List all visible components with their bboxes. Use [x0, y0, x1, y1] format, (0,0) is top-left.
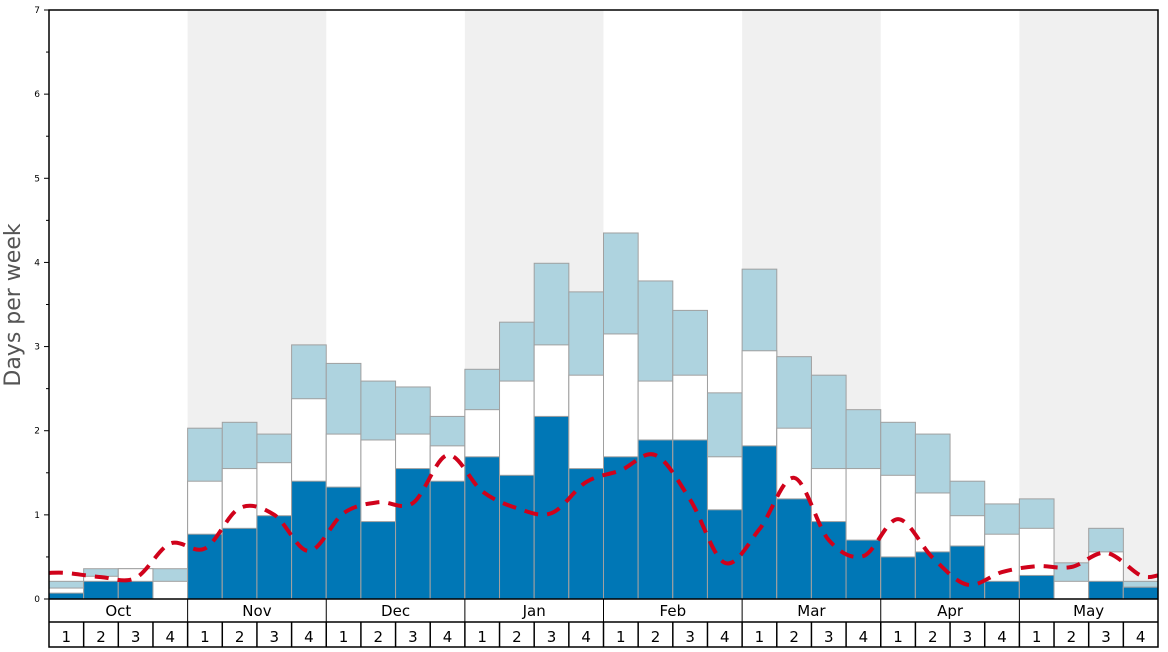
month-label-dec: Dec — [381, 602, 410, 620]
week-label: 4 — [581, 628, 591, 646]
week-label: 3 — [547, 628, 557, 646]
bar-dark-22 — [811, 522, 846, 599]
bar-dark-18 — [673, 440, 708, 599]
bar-dark-21 — [777, 499, 812, 599]
week-label: 2 — [373, 628, 383, 646]
bar-dark-10 — [396, 469, 431, 599]
month-label-nov: Nov — [242, 602, 271, 620]
week-label: 4 — [443, 628, 453, 646]
week-label: 4 — [1136, 628, 1146, 646]
bar-dark-8 — [326, 487, 361, 599]
week-label: 2 — [789, 628, 799, 646]
bar-dark-2 — [118, 581, 153, 599]
week-label: 4 — [720, 628, 730, 646]
week-label: 4 — [997, 628, 1007, 646]
bar-dark-20 — [742, 446, 777, 599]
week-label: 3 — [963, 628, 973, 646]
week-label: 2 — [512, 628, 522, 646]
bar-dark-5 — [222, 528, 257, 599]
bar-middle-29 — [1054, 581, 1089, 599]
bar-dark-27 — [985, 581, 1020, 599]
bar-dark-31 — [1123, 587, 1158, 599]
y-tick-label: 4 — [34, 258, 40, 268]
week-label: 2 — [96, 628, 106, 646]
bar-dark-28 — [1019, 575, 1054, 599]
bar-dark-14 — [534, 416, 569, 599]
week-label: 2 — [651, 628, 661, 646]
week-label: 1 — [62, 628, 72, 646]
week-label: 3 — [269, 628, 279, 646]
month-label-oct: Oct — [105, 602, 131, 620]
y-tick-label: 0 — [34, 595, 40, 605]
week-label: 4 — [859, 628, 869, 646]
week-label: 1 — [755, 628, 765, 646]
bar-dark-23 — [846, 540, 881, 599]
week-label: 1 — [477, 628, 487, 646]
bar-dark-30 — [1089, 581, 1124, 599]
month-label-mar: Mar — [797, 602, 826, 620]
bar-dark-4 — [188, 534, 223, 599]
week-label: 4 — [166, 628, 176, 646]
y-tick-label: 3 — [34, 343, 40, 353]
y-axis-label: Days per week — [1, 223, 26, 386]
week-label: 2 — [928, 628, 938, 646]
week-label: 1 — [616, 628, 626, 646]
bar-dark-1 — [84, 581, 119, 599]
y-tick-label: 7 — [34, 6, 40, 16]
week-label: 1 — [893, 628, 903, 646]
bar-dark-9 — [361, 522, 396, 599]
week-label: 3 — [824, 628, 834, 646]
week-label: 3 — [131, 628, 141, 646]
y-tick-label: 1 — [34, 511, 40, 521]
week-label: 2 — [235, 628, 245, 646]
week-label: 3 — [685, 628, 695, 646]
bar-dark-19 — [707, 510, 742, 599]
bar-dark-26 — [950, 546, 985, 599]
week-label: 1 — [339, 628, 349, 646]
week-label: 2 — [1067, 628, 1077, 646]
week-label: 3 — [1101, 628, 1111, 646]
bar-dark-16 — [604, 457, 639, 599]
bar-dark-0 — [49, 593, 84, 599]
y-tick-label: 6 — [34, 90, 40, 100]
y-tick-label: 5 — [34, 174, 40, 184]
week-label: 3 — [408, 628, 418, 646]
month-label-may: May — [1073, 602, 1104, 620]
bar-dark-11 — [430, 481, 465, 599]
week-label: 4 — [304, 628, 314, 646]
bar-dark-24 — [881, 557, 916, 599]
month-label-feb: Feb — [660, 602, 687, 620]
week-label: 1 — [200, 628, 210, 646]
week-label: 1 — [1032, 628, 1042, 646]
y-tick-label: 2 — [34, 427, 40, 437]
bar-dark-15 — [569, 469, 604, 599]
month-label-apr: Apr — [937, 602, 964, 620]
bar-dark-13 — [500, 475, 535, 599]
bar-middle-3 — [153, 581, 188, 599]
month-label-jan: Jan — [522, 602, 546, 620]
